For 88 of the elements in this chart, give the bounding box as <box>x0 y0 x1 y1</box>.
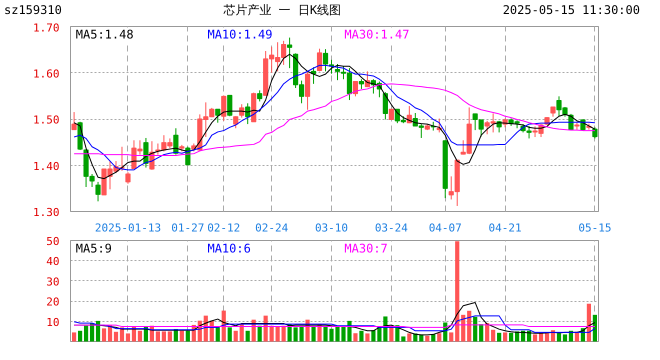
candlestick <box>71 112 77 130</box>
bar <box>156 331 160 342</box>
bar <box>246 330 250 342</box>
candlestick <box>227 94 232 117</box>
candlestick <box>215 108 220 124</box>
bar <box>228 327 232 342</box>
y-tick-label: 20 <box>46 296 60 309</box>
bar <box>168 331 172 342</box>
candlestick <box>239 104 244 118</box>
y-tick-label: 1.50 <box>33 114 60 126</box>
x-tick-label: 03-10 <box>314 222 348 234</box>
candlestick <box>233 116 238 129</box>
candlestick <box>322 48 328 72</box>
text: MA30:7 <box>344 242 388 256</box>
chart-title: 芯片产业 一 日K线图 <box>223 2 342 19</box>
bar <box>138 330 142 342</box>
bar <box>329 328 334 342</box>
candlestick <box>257 90 262 102</box>
bar <box>186 330 190 342</box>
y-tick-label: 30 <box>46 275 60 288</box>
candlestick <box>125 172 131 184</box>
bar <box>425 336 430 342</box>
x-tick-label: 02-24 <box>255 222 289 234</box>
bar <box>222 310 226 342</box>
candlestick <box>550 106 556 118</box>
chart-subtitle: sz159310 <box>4 2 62 19</box>
y-tick-label: 1.30 <box>33 206 60 219</box>
text: MA30:1.47 <box>344 28 410 42</box>
bar <box>497 332 502 342</box>
bar <box>509 332 514 342</box>
text: MA10:1.49 <box>207 28 272 42</box>
text: MA5:9 <box>76 242 112 256</box>
bar <box>353 333 358 342</box>
candlestick <box>382 92 388 120</box>
y-tick-label: 50 <box>46 235 60 248</box>
candlestick <box>388 108 394 120</box>
bar <box>437 333 442 342</box>
bar <box>359 330 364 342</box>
bar <box>252 320 256 342</box>
line-series <box>74 315 596 333</box>
candlestick <box>221 94 226 122</box>
bar <box>114 332 118 342</box>
x-tick-label: 04-07 <box>428 222 462 234</box>
bar <box>126 333 130 342</box>
candlestick <box>287 37 292 69</box>
bar <box>407 333 412 342</box>
bar <box>276 326 280 342</box>
candlestick <box>304 70 310 110</box>
y-tick-label: 10 <box>46 316 60 329</box>
candlestick <box>358 78 364 90</box>
x-tick-label: 05-15 <box>578 222 612 234</box>
candlestick <box>95 181 101 202</box>
bar <box>544 333 550 342</box>
bar <box>491 330 496 342</box>
x-tick-label: 04-21 <box>488 222 522 234</box>
bar <box>180 330 184 342</box>
y-tick-label: 1.40 <box>33 160 60 173</box>
bar <box>102 328 106 342</box>
bar <box>503 332 508 342</box>
bar <box>323 326 328 342</box>
x-tick-label: 03-24 <box>374 222 408 234</box>
bar <box>72 332 76 342</box>
bar <box>162 331 166 342</box>
bar <box>365 333 370 342</box>
text: MA10:6 <box>207 242 251 256</box>
bar <box>216 327 220 342</box>
y-tick-label: 1.70 <box>33 22 60 34</box>
bar <box>282 326 286 342</box>
x-tick-label: 02-12 <box>207 222 240 234</box>
y-tick-label: 40 <box>46 255 60 268</box>
x-tick-label: 01-27 <box>171 222 204 234</box>
text: MA5:1.48 <box>76 28 134 42</box>
bar <box>532 334 538 342</box>
bar <box>78 330 82 342</box>
bar <box>258 326 262 342</box>
bar <box>556 333 562 342</box>
text: 2025-05-15 11:30:00 <box>502 2 640 19</box>
bar <box>562 334 568 342</box>
candlestick <box>245 102 250 125</box>
candlestick <box>334 63 340 81</box>
x-tick-label: 2025-01-13 <box>94 222 162 234</box>
y-tick-label: 1.60 <box>33 67 60 80</box>
bar <box>84 326 88 342</box>
bar <box>311 326 316 342</box>
candlestick <box>316 48 322 72</box>
bar <box>299 326 304 342</box>
bar <box>293 327 298 342</box>
bar <box>538 333 544 342</box>
